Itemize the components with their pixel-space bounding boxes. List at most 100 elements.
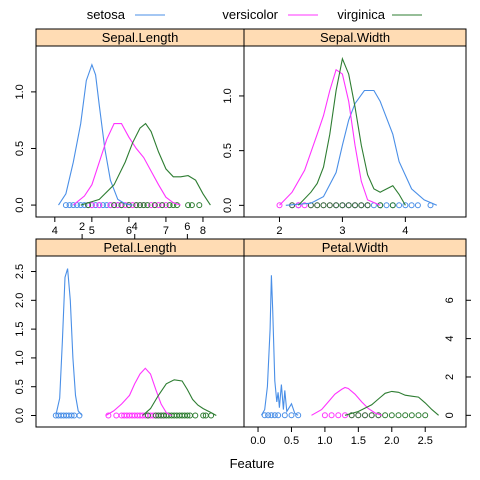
rug-point-petal-width-versicolor-1 [328,412,335,419]
rug-point-petal-width-setosa-3 [271,412,278,419]
density-line-petal-width-versicolor [311,386,382,416]
y-tick-label-sepal-width-1: 1.0 [222,88,234,103]
rug-point-petal-width-versicolor-3 [342,412,348,419]
rug-point-sepal-width-virginica-12 [389,202,396,209]
rug-point-petal-length-virginica-0 [144,412,151,419]
rug-point-petal-width-setosa-0 [261,412,268,419]
density-line-petal-length-versicolor [105,367,172,416]
panel-sepal-length: Sepal.Length 4 5 6 7 8 0.0 0.5 1.0 [14,28,245,237]
rug-point-petal-width-virginica-1 [355,412,362,419]
x-tick-label-sepal-length-4: 4 [52,225,58,237]
rug-point-sepal-length-virginica-14 [188,202,195,209]
density-line-sepal-length-setosa [58,63,133,206]
x-tick-label-sepal-length-5: 5 [89,225,95,237]
rug-point-petal-width-virginica-9 [408,412,415,419]
strip-title-petal-length: Petal.Length [103,240,176,255]
rug-point-sepal-length-versicolor-3 [107,202,114,209]
rug-point-sepal-length-setosa-1 [66,202,73,209]
rug-point-petal-length-virginica-15 [192,412,199,419]
plot-area-petal-width [261,412,429,419]
rug-point-sepal-width-setosa-9 [383,202,390,209]
rug-point-sepal-length-versicolor-2 [96,202,103,209]
rug-point-petal-width-setosa-5 [281,412,288,419]
rug-point-petal-width-virginica-7 [395,412,402,419]
legend: setosa versicolor virginica [87,7,422,22]
y-tick-label-petal-length-2.5: 2.5 [14,264,26,279]
rug-point-sepal-width-setosa-11 [396,202,403,209]
panel-petal-length: Petal.Length 2 4 60.00.51.01.52.02.5 [14,221,245,428]
rug-point-sepal-length-virginica-9 [159,202,166,209]
panel-frame-petal-width [243,238,467,428]
rug-point-sepal-length-versicolor-17 [162,202,169,209]
rug-point-sepal-length-versicolor-5 [114,202,121,209]
rug-point-sepal-length-versicolor-7 [122,202,129,209]
density-line-sepal-width-setosa [285,89,438,206]
rug-point-sepal-length-virginica-2 [118,202,125,209]
x-tick-label-petal-length-2: 2 [79,221,85,233]
rug-point-sepal-width-versicolor-0 [276,202,283,209]
legend-label-versicolor: versicolor [222,7,278,22]
rug-point-sepal-width-setosa-12 [402,202,409,209]
y-tick-label-petal-width-6: 6 [444,297,456,303]
y-tick-label-petal-length-2: 2.0 [14,293,26,308]
x-tick-label-petal-width-1: 1.0 [317,435,332,447]
x-tick-label-petal-width-2.5: 2.5 [418,435,433,447]
density-line-petal-length-virginica [142,379,217,416]
plot-area-sepal-length [62,202,203,209]
y-tick-label-petal-width-2: 2 [444,374,456,380]
strip-title-petal-width: Petal.Width [322,240,388,255]
density-line-petal-width-virginica [344,390,439,416]
rug-point-sepal-width-virginica-11 [377,202,384,209]
strip-title-sepal-width: Sepal.Width [320,30,390,45]
rug-point-petal-width-setosa-7 [295,412,302,419]
y-tick-label-petal-length-1.5: 1.5 [14,321,26,336]
rug-point-sepal-width-virginica-7 [345,202,352,209]
rug-point-sepal-length-setosa-11 [103,202,110,209]
rug-point-petal-width-versicolor-2 [335,412,342,419]
density-line-sepal-width-versicolor [279,68,381,206]
rug-point-sepal-width-virginica-8 [352,202,358,209]
rug-point-sepal-length-virginica-10 [166,202,173,209]
rug-point-sepal-length-setosa-4 [77,202,84,209]
x-tick-label-petal-width-0.5: 0.5 [284,435,299,447]
strip-title-sepal-length: Sepal.Length [102,30,179,45]
density-line-sepal-length-virginica [80,122,211,206]
rug-point-sepal-length-virginica-4 [133,202,140,209]
x-tick-label-sepal-width-3: 3 [339,225,345,237]
panel-petal-width: Petal.Width 0.0 0.5 1.0 1.5 2.0 2.5 0 2 4 6 [243,238,471,447]
rug-point-sepal-width-virginica-9 [358,202,365,209]
rug-point-sepal-length-versicolor-15 [155,202,162,209]
rug-point-petal-width-virginica-5 [382,412,389,419]
rug-point-sepal-width-versicolor-3 [301,202,308,209]
rug-point-sepal-length-virginica-5 [137,202,143,209]
y-tick-label-sepal-length-1: 1.0 [14,84,26,99]
rug-point-sepal-length-setosa-8 [92,202,99,209]
x-axis-label: Feature [230,456,275,471]
panel-frame-sepal-width [243,28,467,218]
rug-point-sepal-width-virginica-5 [333,202,340,209]
plot-area-petal-length [52,412,215,419]
y-tick-label-petal-length-0: 0.0 [14,408,26,423]
rug-point-sepal-width-virginica-6 [339,202,346,209]
rug-point-sepal-length-setosa-10 [100,202,106,209]
panel-sepal-width: Sepal.Width 2 3 4 0.0 0.5 1.0 [222,28,467,237]
rug-point-petal-width-virginica-10 [415,412,422,419]
rug-point-petal-length-virginica-13 [184,412,191,419]
rug-point-petal-width-virginica-8 [402,412,409,419]
x-tick-label-sepal-width-4: 4 [402,225,408,237]
rug-point-petal-width-virginica-11 [422,412,429,419]
y-tick-label-sepal-length-0.5: 0.5 [14,141,26,156]
y-tick-label-sepal-length-0: 0.0 [14,197,26,212]
y-tick-label-petal-width-0: 0 [444,412,456,418]
rug-point-sepal-width-virginica-10 [364,202,371,209]
y-tick-label-petal-width-4: 4 [444,336,456,342]
rug-point-petal-width-virginica-3 [368,412,375,419]
y-tick-label-petal-length-0.5: 0.5 [14,379,26,394]
rug-point-sepal-width-setosa-13 [408,202,415,209]
x-tick-label-sepal-length-7: 7 [163,225,169,237]
x-tick-label-petal-width-2: 2.0 [384,435,399,447]
rug-point-sepal-length-virginica-7 [144,202,151,209]
rug-point-petal-width-setosa-2 [268,412,275,419]
density-line-sepal-width-virginica [298,56,406,206]
